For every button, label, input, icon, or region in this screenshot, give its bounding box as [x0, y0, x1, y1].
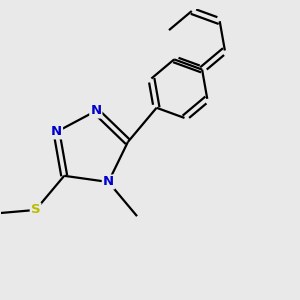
Text: N: N — [90, 104, 101, 118]
Text: N: N — [51, 125, 62, 138]
Text: S: S — [31, 203, 40, 216]
Text: N: N — [103, 176, 114, 188]
